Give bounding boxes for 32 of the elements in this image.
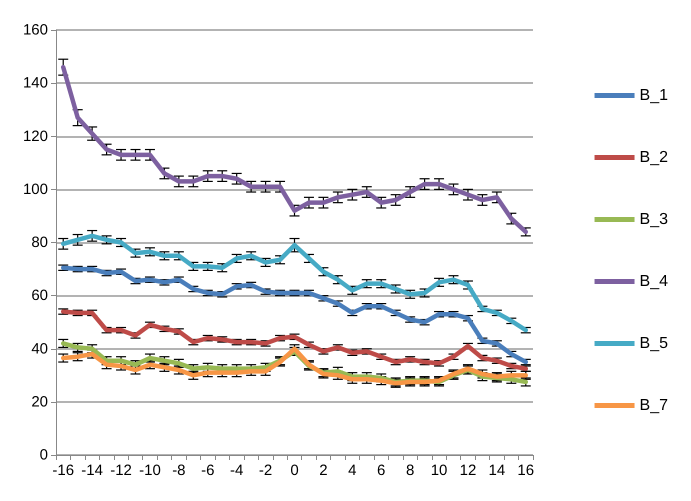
x-tick-label: -12 xyxy=(110,462,132,479)
y-tick-label: 120 xyxy=(22,128,48,145)
legend-label: B_7 xyxy=(640,397,668,414)
legend-label: B_3 xyxy=(640,211,668,228)
x-tick-label: 14 xyxy=(488,462,506,479)
y-tick-label: 100 xyxy=(22,180,48,198)
y-tick-label: 140 xyxy=(22,74,48,92)
y-tick-label: 40 xyxy=(31,340,48,358)
y-tick-label: 20 xyxy=(31,393,48,410)
legend-label: B_5 xyxy=(640,335,668,352)
y-tick-label: 60 xyxy=(31,287,48,304)
x-tick-label: -8 xyxy=(172,462,186,479)
x-tick-label: -16 xyxy=(52,462,74,479)
x-tick-label: 4 xyxy=(348,462,356,479)
x-tick-label: -2 xyxy=(258,462,272,479)
x-tick-label: -14 xyxy=(81,462,103,479)
x-tick-label: -6 xyxy=(201,462,214,479)
x-tick-label: -10 xyxy=(139,462,161,479)
y-tick-label: 80 xyxy=(31,234,48,251)
legend-label: B_1 xyxy=(640,87,668,104)
legend-label: B_4 xyxy=(640,273,668,290)
x-tick-label: 16 xyxy=(517,462,534,479)
y-tick-label: 0 xyxy=(40,446,48,464)
x-tick-label: 6 xyxy=(377,462,386,479)
x-tick-label: 10 xyxy=(430,462,448,479)
y-tick-label: 160 xyxy=(22,22,48,38)
x-tick-label: 2 xyxy=(319,462,328,479)
x-tick-label: 0 xyxy=(290,462,299,479)
x-tick-label: 8 xyxy=(406,462,414,479)
legend-label: B_2 xyxy=(640,149,668,166)
x-tick-label: 12 xyxy=(460,462,476,479)
x-tick-label: -4 xyxy=(230,462,244,479)
